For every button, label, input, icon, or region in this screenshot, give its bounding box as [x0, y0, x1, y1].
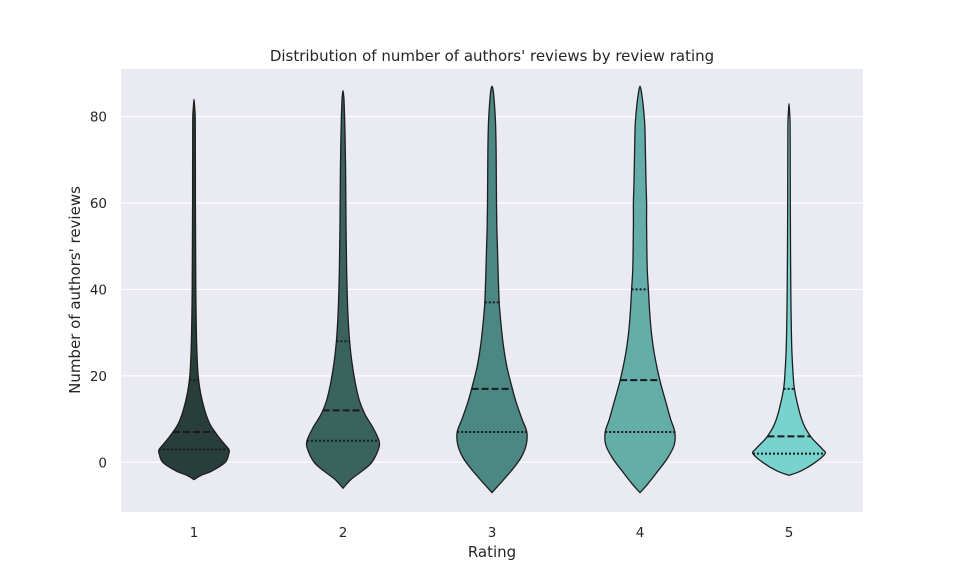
violin-3 [456, 85, 528, 494]
y-tick-label: 0 [98, 455, 107, 471]
y-tick-label: 80 [90, 110, 107, 126]
x-tick-labels: 1 2 3 4 5 [190, 525, 794, 541]
violin-2 [305, 89, 381, 490]
chart-title: Distribution of number of authors' revie… [270, 47, 714, 65]
y-axis-label: Number of authors' reviews [66, 186, 84, 394]
x-tick-label: 3 [488, 525, 497, 541]
y-tick-label: 60 [90, 196, 107, 212]
x-tick-label: 2 [339, 525, 348, 541]
y-tick-label: 20 [90, 369, 107, 385]
x-axis-label: Rating [468, 543, 516, 561]
y-tick-label: 40 [90, 282, 107, 298]
x-tick-label: 5 [785, 525, 794, 541]
violins [157, 85, 827, 494]
x-tick-label: 1 [190, 525, 199, 541]
x-tick-label: 4 [636, 525, 645, 541]
violin-1 [157, 98, 231, 481]
violin-5 [751, 102, 827, 476]
y-tick-labels: 0 20 40 60 80 [90, 110, 107, 472]
